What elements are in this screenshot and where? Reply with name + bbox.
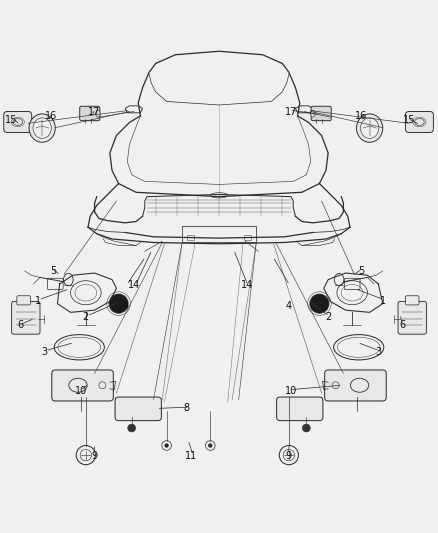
FancyBboxPatch shape	[311, 106, 331, 120]
Text: 11: 11	[184, 451, 197, 462]
FancyBboxPatch shape	[398, 302, 426, 334]
Text: 8: 8	[183, 403, 189, 414]
Text: 14: 14	[128, 280, 140, 290]
Ellipse shape	[96, 110, 100, 117]
Circle shape	[310, 294, 329, 313]
Text: 1: 1	[380, 296, 386, 305]
FancyBboxPatch shape	[52, 370, 113, 401]
FancyBboxPatch shape	[277, 397, 323, 421]
Text: 1: 1	[35, 296, 41, 305]
FancyBboxPatch shape	[406, 296, 419, 305]
Text: 5: 5	[358, 266, 364, 276]
Text: 16: 16	[45, 111, 57, 121]
FancyBboxPatch shape	[406, 111, 433, 133]
Text: 10: 10	[75, 386, 88, 396]
Text: 4: 4	[122, 301, 128, 311]
Circle shape	[109, 294, 128, 313]
Ellipse shape	[360, 118, 379, 139]
Text: 6: 6	[399, 320, 406, 330]
Text: 2: 2	[325, 312, 331, 322]
Ellipse shape	[357, 114, 383, 142]
Text: 3: 3	[375, 346, 381, 357]
Bar	[182, 227, 256, 243]
Circle shape	[164, 443, 169, 448]
FancyBboxPatch shape	[17, 296, 30, 305]
Bar	[187, 235, 194, 240]
Text: 5: 5	[50, 266, 56, 276]
FancyBboxPatch shape	[4, 111, 32, 133]
Text: 3: 3	[41, 346, 47, 357]
Ellipse shape	[311, 110, 315, 117]
Text: 9: 9	[286, 451, 292, 462]
Ellipse shape	[33, 118, 51, 139]
Text: 14: 14	[241, 280, 254, 290]
Text: 9: 9	[92, 451, 98, 462]
Text: 16: 16	[355, 111, 367, 121]
Text: 10: 10	[285, 386, 297, 396]
FancyBboxPatch shape	[80, 106, 100, 120]
FancyBboxPatch shape	[12, 302, 40, 334]
Text: 6: 6	[17, 320, 23, 330]
FancyBboxPatch shape	[115, 397, 161, 421]
FancyBboxPatch shape	[325, 370, 386, 401]
Text: 15: 15	[5, 115, 18, 125]
Text: 2: 2	[83, 312, 89, 322]
Circle shape	[302, 424, 310, 432]
Circle shape	[128, 424, 136, 432]
Text: 15: 15	[403, 115, 415, 125]
Text: 17: 17	[285, 107, 297, 117]
Circle shape	[208, 443, 212, 448]
Text: 17: 17	[88, 107, 101, 117]
Text: 4: 4	[286, 301, 292, 311]
Bar	[244, 235, 251, 240]
Ellipse shape	[29, 114, 55, 142]
